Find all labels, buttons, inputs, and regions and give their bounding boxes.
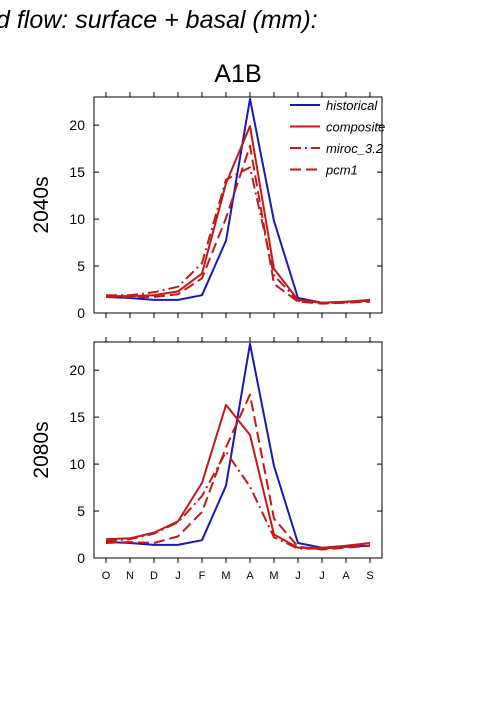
panel-2080s: 0 5 10 15 20 O N D J F M A M J J A S 2080s	[30, 337, 383, 582]
y-tick-label: 20	[69, 362, 85, 378]
y-tick-label: 5	[77, 258, 85, 274]
x-tick-label: J	[319, 570, 325, 582]
y-tick-label: 15	[69, 409, 85, 425]
plot-frame	[93, 96, 383, 314]
scenario-title: A1B	[214, 60, 261, 88]
y-tick-label: 5	[77, 503, 85, 519]
y-tick-label: 20	[69, 117, 85, 133]
x-tick-label: M	[221, 570, 230, 582]
y-tick-label: 10	[69, 211, 85, 227]
x-tick-label: F	[199, 570, 206, 582]
x-tick-label: A	[342, 570, 350, 582]
y-tick-label: 10	[69, 456, 85, 472]
x-tick-label: A	[246, 570, 254, 582]
x-tick-label: O	[102, 570, 111, 582]
series-line-pcm1	[105, 393, 371, 551]
plot-frame	[93, 341, 383, 559]
panel-2040s: 0 5 10 15 20 2040s historical composite miroc_3.…	[30, 92, 385, 321]
y-tick-label: 0	[77, 550, 85, 566]
y-tick-label: 15	[69, 164, 85, 180]
y-tick-label: 0	[77, 305, 85, 321]
legend-label: pcm1	[325, 163, 358, 178]
series-line-miroc_3.2	[105, 450, 371, 550]
x-tick-label: S	[366, 570, 373, 582]
series-line-historical	[105, 342, 371, 549]
panel-label: 2040s	[30, 176, 53, 233]
figure-title: d flow: surface + basal (mm):	[0, 6, 318, 34]
legend-label: miroc_3.2	[326, 141, 384, 156]
panel-label: 2080s	[30, 421, 53, 478]
chart-panels: 0 5 10 15 20 2040s historical composite miroc_3.…	[30, 92, 385, 582]
x-tick-label: J	[175, 570, 181, 582]
x-tick-label: N	[126, 570, 134, 582]
series-line-pcm1	[106, 144, 371, 305]
x-tick-label: M	[269, 570, 278, 582]
series-line-miroc_3.2	[106, 166, 371, 304]
legend-label: historical	[326, 98, 378, 113]
legend-label: composite	[326, 120, 385, 135]
x-tick-label: J	[295, 570, 301, 582]
series-line-composite	[105, 403, 371, 549]
x-tick-label: D	[150, 570, 158, 582]
